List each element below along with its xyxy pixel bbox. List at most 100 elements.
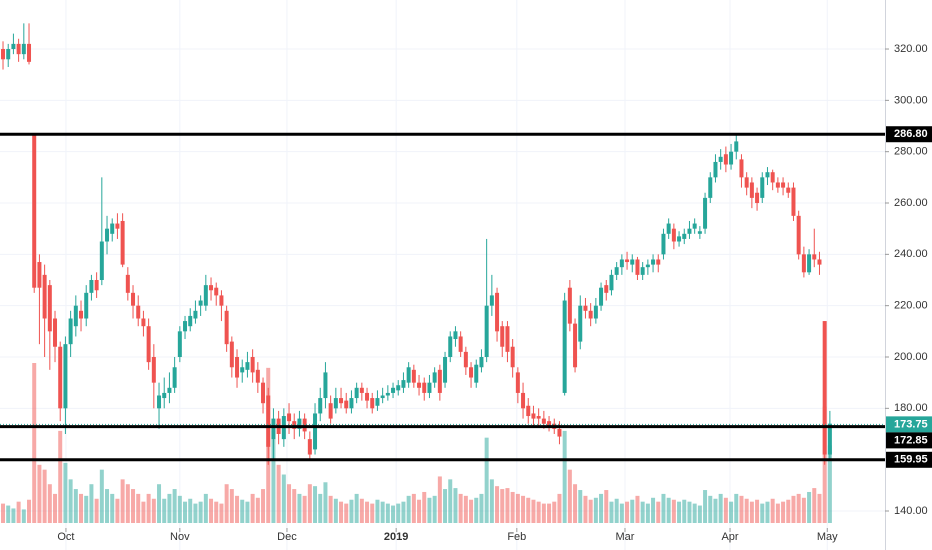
candle-body	[417, 382, 422, 388]
volume-bar	[385, 503, 390, 523]
candle-body	[73, 305, 78, 327]
candle-body	[708, 177, 713, 198]
candle-body	[739, 159, 744, 178]
volume-bar	[708, 495, 713, 523]
candle-body	[703, 197, 708, 229]
volume-bar	[562, 430, 567, 523]
x-tick-label: Feb	[507, 531, 526, 543]
volume-bar	[406, 495, 411, 523]
volume-bar	[84, 495, 89, 523]
volume-bar	[744, 498, 749, 523]
volume-bar	[37, 464, 42, 523]
volume-bar	[396, 503, 401, 523]
candle-body	[79, 310, 84, 319]
candle-body	[588, 310, 593, 319]
volume-bar	[541, 503, 546, 523]
candle-body	[255, 369, 260, 383]
volume-bar	[734, 493, 739, 523]
candle-body	[640, 267, 645, 275]
volume-bar	[21, 509, 26, 523]
volume-bar	[614, 498, 619, 523]
candle-body	[396, 385, 401, 391]
candle-body	[474, 364, 479, 383]
candle-body	[354, 387, 359, 399]
volume-bar	[146, 493, 151, 523]
candle-body	[16, 43, 21, 55]
candle-body	[796, 215, 801, 255]
volume-bar	[328, 495, 333, 523]
candle-body	[573, 323, 578, 368]
volume-bar	[432, 495, 437, 523]
volume-bar	[671, 499, 676, 523]
volume-bar	[16, 501, 21, 523]
volume-bar	[380, 501, 385, 523]
volume-bar	[172, 489, 177, 523]
volume-bar	[333, 498, 338, 523]
volume-bar	[115, 498, 120, 523]
volume-bar	[682, 499, 687, 523]
candle-body	[801, 254, 806, 273]
volume-bar	[817, 493, 822, 523]
candle-body	[370, 398, 375, 409]
candle-body	[318, 398, 323, 414]
candle-body	[193, 310, 198, 319]
candle-body	[458, 336, 463, 352]
candle-body	[463, 351, 468, 368]
candle-body	[443, 356, 448, 383]
volume-bar	[666, 497, 671, 523]
candle-body	[593, 305, 598, 319]
y-tick-label: 240.00	[894, 248, 928, 260]
volume-bar	[276, 464, 281, 523]
volume-bar	[261, 489, 266, 523]
volume-bar	[391, 505, 396, 523]
volume-bar	[604, 490, 609, 523]
volume-bar	[313, 486, 318, 523]
volume-bar	[437, 476, 442, 523]
volume-bar	[479, 493, 484, 523]
candle-body	[619, 259, 624, 268]
candle-body	[448, 336, 453, 357]
volume-bar	[645, 503, 650, 523]
candle-body	[349, 398, 354, 409]
candle-body	[495, 292, 500, 332]
volume-bar	[578, 490, 583, 523]
volume-bar	[131, 489, 136, 523]
candle-body	[411, 369, 416, 383]
candle-body	[469, 367, 474, 378]
x-tick-label: May	[817, 531, 838, 543]
volume-bar	[807, 491, 812, 523]
volume-bar	[245, 501, 250, 523]
volume-bar	[58, 430, 63, 523]
candle-body	[671, 228, 676, 242]
y-tick-label: 300.00	[894, 94, 928, 106]
candle-body	[547, 421, 552, 427]
volume-bar	[573, 484, 578, 523]
candle-body	[105, 228, 110, 242]
volume-bar	[547, 503, 552, 523]
candle-body	[328, 403, 333, 419]
candle-body	[583, 305, 588, 311]
candle-body	[661, 233, 666, 255]
price-label: 173.75	[894, 418, 928, 430]
volume-bar	[99, 469, 104, 523]
candle-body	[578, 305, 583, 342]
candle-body	[651, 259, 656, 265]
volume-bar	[510, 491, 515, 523]
candle-body	[718, 156, 723, 162]
volume-bar	[536, 501, 541, 523]
volume-bar	[323, 482, 328, 523]
candle-body	[344, 400, 349, 409]
candle-body	[687, 228, 692, 234]
volume-bar	[370, 503, 375, 523]
candle-body	[198, 300, 203, 306]
volume-bar	[219, 503, 224, 523]
volume-bar	[739, 495, 744, 523]
volume-bar	[302, 495, 307, 523]
candle-body	[682, 233, 687, 239]
volume-bar	[656, 501, 661, 523]
candle-body	[749, 182, 754, 198]
candle-body	[635, 259, 640, 275]
volume-bar	[635, 495, 640, 523]
volume-bar	[183, 501, 188, 523]
